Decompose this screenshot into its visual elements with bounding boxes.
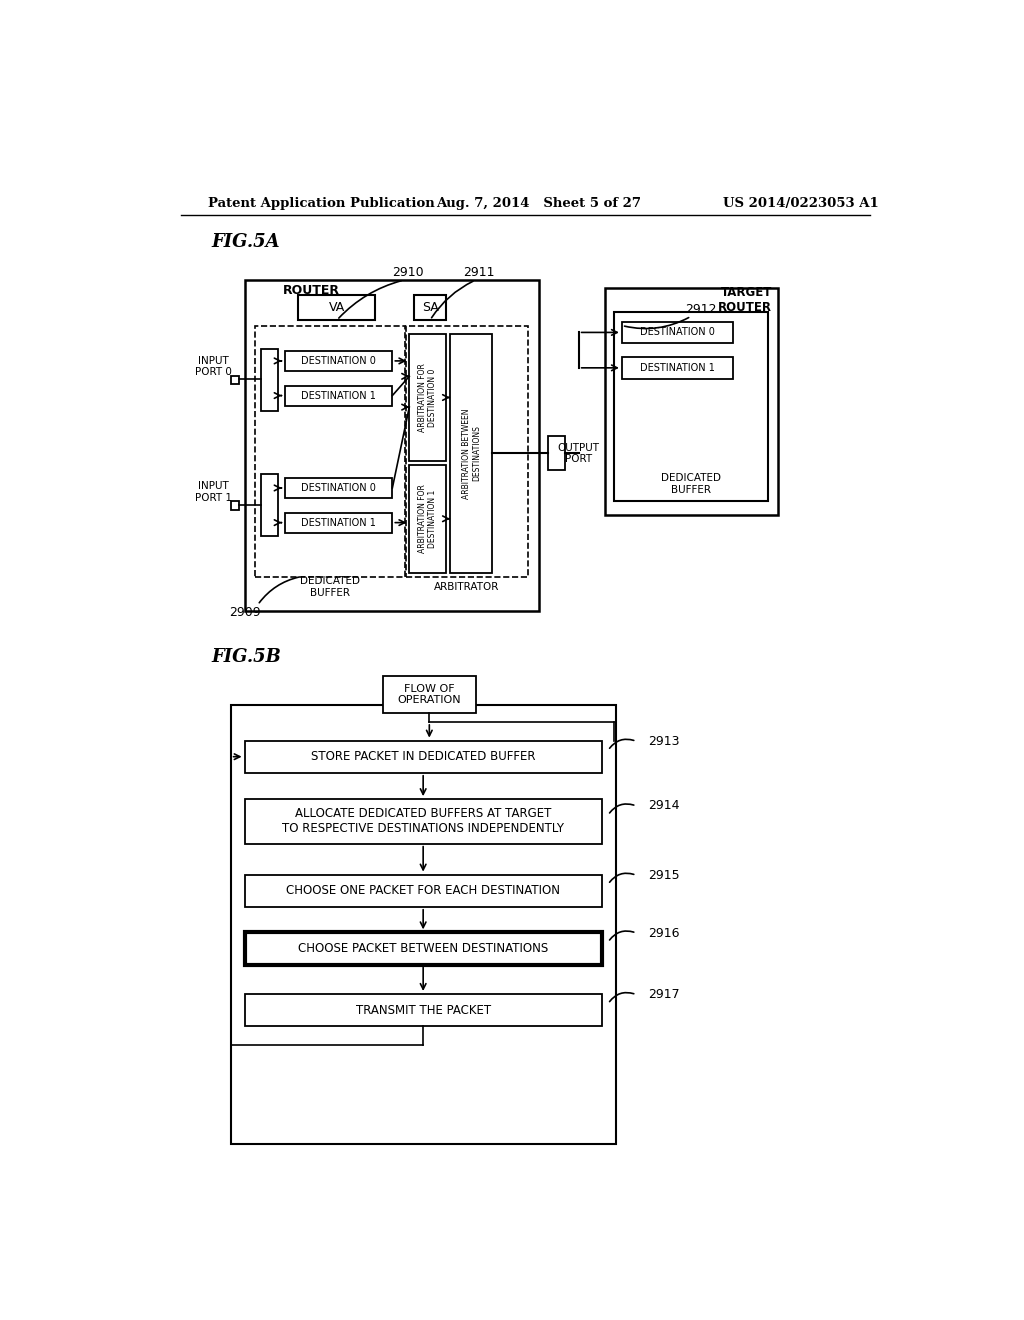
Text: DEDICATED
BUFFER: DEDICATED BUFFER [662, 474, 721, 495]
Text: ARBITRATION FOR
DESTINATION 0: ARBITRATION FOR DESTINATION 0 [418, 363, 437, 432]
Text: STORE PACKET IN DEDICATED BUFFER: STORE PACKET IN DEDICATED BUFFER [311, 750, 536, 763]
Bar [245, 994, 602, 1026]
Text: 2911: 2911 [463, 265, 495, 279]
Text: ARBITRATOR: ARBITRATOR [434, 582, 500, 593]
Bar [285, 512, 392, 533]
Text: 2913: 2913 [648, 735, 680, 748]
Bar [245, 741, 602, 774]
Text: 2909: 2909 [229, 606, 261, 619]
Bar [261, 474, 279, 536]
Bar [383, 676, 475, 713]
Text: ARBITRATION BETWEEN
DESTINATIONS: ARBITRATION BETWEEN DESTINATIONS [462, 408, 481, 499]
Text: 2910: 2910 [392, 265, 424, 279]
Text: DEDICATED
BUFFER: DEDICATED BUFFER [300, 577, 360, 598]
Text: TRANSMIT THE PACKET: TRANSMIT THE PACKET [355, 1003, 490, 1016]
Text: OUTPUT
PORT: OUTPUT PORT [558, 442, 600, 465]
Bar [410, 465, 446, 573]
Text: ARBITRATION FOR
DESTINATION 1: ARBITRATION FOR DESTINATION 1 [418, 484, 437, 553]
Text: 2915: 2915 [648, 869, 680, 882]
Text: DESTINATION 1: DESTINATION 1 [640, 363, 715, 372]
Text: VA: VA [329, 301, 345, 314]
Bar [230, 502, 240, 510]
Text: DESTINATION 0: DESTINATION 0 [301, 356, 376, 366]
Text: 2916: 2916 [648, 927, 680, 940]
Text: FIG.5A: FIG.5A [211, 232, 280, 251]
Bar [451, 334, 493, 573]
Text: INPUT
PORT 1: INPUT PORT 1 [196, 480, 232, 503]
Bar [548, 437, 565, 470]
Bar [298, 296, 376, 321]
Bar [410, 334, 446, 461]
Text: Aug. 7, 2014   Sheet 5 of 27: Aug. 7, 2014 Sheet 5 of 27 [436, 197, 641, 210]
Text: 2912: 2912 [685, 302, 717, 315]
Bar [245, 932, 602, 965]
Bar [407, 326, 528, 577]
Bar [245, 280, 539, 611]
Text: US 2014/0223053 A1: US 2014/0223053 A1 [723, 197, 879, 210]
Bar [622, 322, 733, 343]
Text: FIG.5B: FIG.5B [211, 648, 282, 667]
Text: INPUT
PORT 0: INPUT PORT 0 [196, 355, 232, 378]
Text: DESTINATION 1: DESTINATION 1 [301, 391, 376, 400]
Text: DESTINATION 0: DESTINATION 0 [301, 483, 376, 492]
Text: DESTINATION 1: DESTINATION 1 [301, 517, 376, 528]
Text: SA: SA [422, 301, 438, 314]
Bar [245, 875, 602, 907]
Bar [285, 478, 392, 498]
Bar [614, 313, 768, 502]
Bar [255, 326, 406, 577]
Text: FLOW OF
OPERATION: FLOW OF OPERATION [397, 684, 461, 705]
Text: Patent Application Publication: Patent Application Publication [208, 197, 434, 210]
Text: DESTINATION 0: DESTINATION 0 [640, 327, 715, 338]
Text: CHOOSE PACKET BETWEEN DESTINATIONS: CHOOSE PACKET BETWEEN DESTINATIONS [298, 942, 548, 954]
Text: 2917: 2917 [648, 989, 680, 1001]
Bar [285, 351, 392, 371]
Bar [230, 705, 615, 1144]
Text: 2914: 2914 [648, 800, 680, 813]
Bar [414, 296, 446, 321]
Bar [230, 376, 240, 384]
Text: CHOOSE ONE PACKET FOR EACH DESTINATION: CHOOSE ONE PACKET FOR EACH DESTINATION [286, 884, 560, 898]
Text: ROUTER: ROUTER [283, 284, 340, 297]
Bar [261, 350, 279, 411]
Text: ALLOCATE DEDICATED BUFFERS AT TARGET
TO RESPECTIVE DESTINATIONS INDEPENDENTLY: ALLOCATE DEDICATED BUFFERS AT TARGET TO … [283, 808, 564, 836]
Bar [285, 385, 392, 405]
Text: TARGET
ROUTER: TARGET ROUTER [718, 286, 772, 314]
Bar [622, 358, 733, 379]
Bar [245, 799, 602, 843]
Bar [605, 288, 778, 515]
